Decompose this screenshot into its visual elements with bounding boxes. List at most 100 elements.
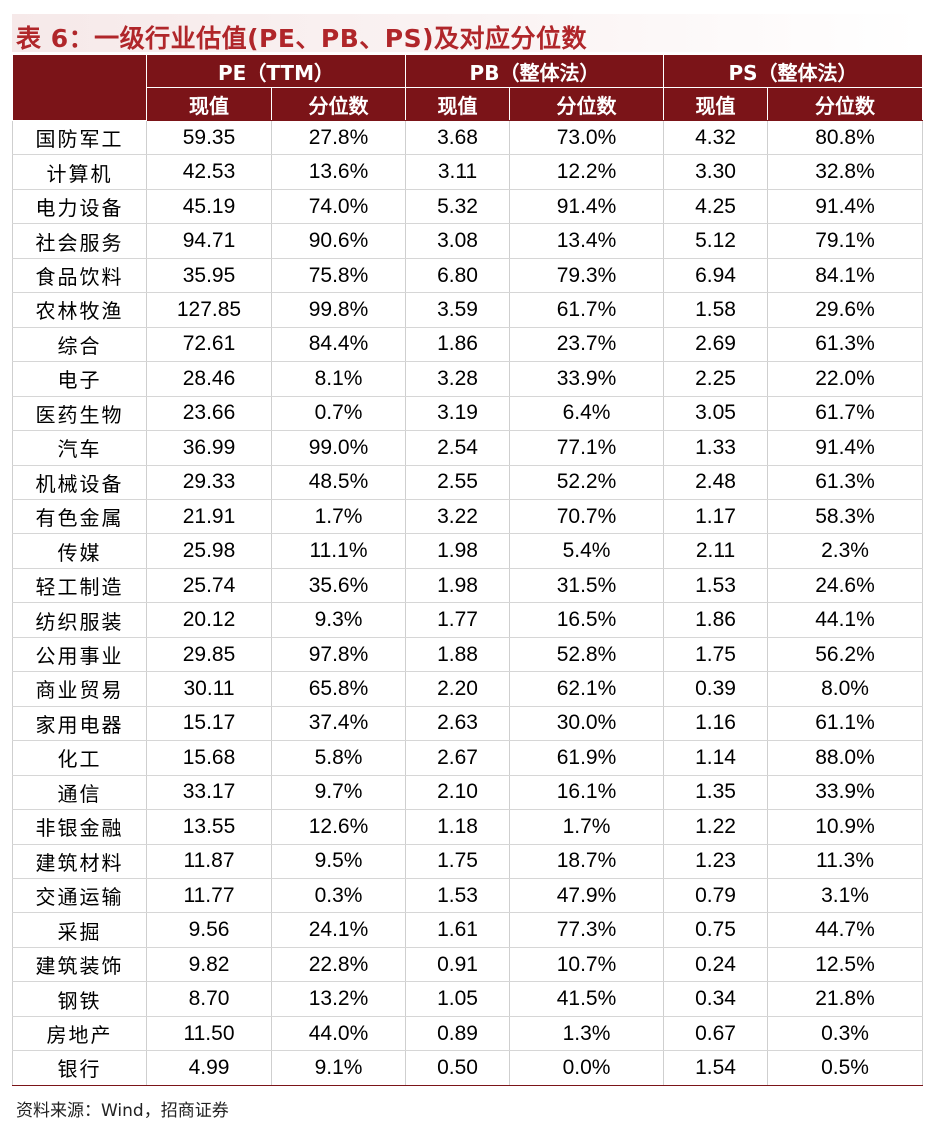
pb-percentile-cell: 47.9% — [509, 878, 664, 914]
pb-value-cell: 1.98 — [405, 533, 510, 569]
pe-value-cell: 59.35 — [146, 120, 272, 156]
pe-value-cell: 25.98 — [146, 533, 272, 569]
header-industry — [12, 55, 147, 121]
pe-percentile-cell: 22.8% — [271, 947, 406, 983]
ps-percentile-cell: 22.0% — [767, 361, 923, 397]
table-row: 建筑装饰 9.82 22.8% 0.91 10.7% 0.24 12.5% — [12, 947, 923, 983]
ps-percentile-cell: 0.3% — [767, 1016, 923, 1052]
ps-percentile-cell: 8.0% — [767, 671, 923, 707]
pe-value-cell: 11.87 — [146, 844, 272, 879]
pb-percentile-cell: 30.0% — [509, 706, 664, 742]
header-ps-group: PS（整体法） — [663, 55, 923, 88]
table-row: 计算机 42.53 13.6% 3.11 12.2% 3.30 32.8% — [12, 154, 923, 190]
pb-percentile-cell: 13.4% — [509, 223, 664, 259]
table-row: 家用电器 15.17 37.4% 2.63 30.0% 1.16 61.1% — [12, 706, 923, 742]
pe-percentile-cell: 48.5% — [271, 465, 406, 500]
pe-percentile-cell: 9.3% — [271, 602, 406, 638]
pb-percentile-cell: 1.7% — [509, 809, 664, 845]
industry-cell: 食品饮料 — [12, 258, 147, 294]
pb-percentile-cell: 62.1% — [509, 671, 664, 707]
ps-value-cell: 1.33 — [663, 430, 768, 466]
ps-percentile-cell: 21.8% — [767, 981, 923, 1017]
table-row: 纺织服装 20.12 9.3% 1.77 16.5% 1.86 44.1% — [12, 602, 923, 638]
ps-value-cell: 0.75 — [663, 912, 768, 948]
valuation-table: PE（TTM） PB（整体法） PS（整体法） 现值 分位数 现值 分位数 现值… — [12, 55, 923, 1086]
table-row: 传媒 25.98 11.1% 1.98 5.4% 2.11 2.3% — [12, 533, 923, 569]
industry-cell: 采掘 — [12, 912, 147, 948]
pb-value-cell: 1.86 — [405, 327, 510, 363]
header-pb-value: 现值 — [405, 87, 510, 121]
pe-percentile-cell: 97.8% — [271, 637, 406, 673]
industry-cell: 建筑材料 — [12, 844, 147, 879]
pe-value-cell: 94.71 — [146, 223, 272, 259]
pe-percentile-cell: 99.8% — [271, 292, 406, 328]
ps-value-cell: 1.22 — [663, 809, 768, 845]
pb-percentile-cell: 23.7% — [509, 327, 664, 363]
pb-value-cell: 3.59 — [405, 292, 510, 328]
table-row: 非银金融 13.55 12.6% 1.18 1.7% 1.22 10.9% — [12, 809, 923, 845]
industry-cell: 传媒 — [12, 533, 147, 569]
industry-cell: 交通运输 — [12, 878, 147, 914]
pe-percentile-cell: 12.6% — [271, 809, 406, 845]
pb-percentile-cell: 31.5% — [509, 568, 664, 604]
pe-value-cell: 29.33 — [146, 465, 272, 500]
industry-cell: 汽车 — [12, 430, 147, 466]
header-group-row: PE（TTM） PB（整体法） PS（整体法） — [12, 55, 923, 121]
pb-value-cell: 0.91 — [405, 947, 510, 983]
table-row: 化工 15.68 5.8% 2.67 61.9% 1.14 88.0% — [12, 740, 923, 776]
ps-percentile-cell: 79.1% — [767, 223, 923, 259]
pe-percentile-cell: 35.6% — [271, 568, 406, 604]
ps-percentile-cell: 32.8% — [767, 154, 923, 190]
ps-percentile-cell: 2.3% — [767, 533, 923, 569]
ps-percentile-cell: 61.7% — [767, 396, 923, 432]
ps-value-cell: 1.14 — [663, 740, 768, 776]
ps-value-cell: 1.17 — [663, 499, 768, 535]
industry-cell: 钢铁 — [12, 981, 147, 1017]
table-row: 综合 72.61 84.4% 1.86 23.7% 2.69 61.3% — [12, 327, 923, 363]
pb-value-cell: 1.98 — [405, 568, 510, 604]
pe-percentile-cell: 90.6% — [271, 223, 406, 259]
pb-percentile-cell: 16.5% — [509, 602, 664, 638]
pe-value-cell: 28.46 — [146, 361, 272, 397]
industry-cell: 电力设备 — [12, 189, 147, 225]
pe-value-cell: 11.50 — [146, 1016, 272, 1052]
ps-value-cell: 1.16 — [663, 706, 768, 742]
industry-cell: 商业贸易 — [12, 671, 147, 707]
pb-value-cell: 1.77 — [405, 602, 510, 638]
ps-value-cell: 3.05 — [663, 396, 768, 432]
pb-value-cell: 0.89 — [405, 1016, 510, 1052]
ps-value-cell: 4.32 — [663, 120, 768, 156]
pe-value-cell: 8.70 — [146, 981, 272, 1017]
pe-value-cell: 21.91 — [146, 499, 272, 535]
pb-percentile-cell: 79.3% — [509, 258, 664, 294]
pe-percentile-cell: 13.6% — [271, 154, 406, 190]
industry-cell: 公用事业 — [12, 637, 147, 673]
industry-cell: 纺织服装 — [12, 602, 147, 638]
pe-percentile-cell: 44.0% — [271, 1016, 406, 1052]
ps-percentile-cell: 12.5% — [767, 947, 923, 983]
pb-percentile-cell: 70.7% — [509, 499, 664, 535]
pe-percentile-cell: 0.3% — [271, 878, 406, 914]
pe-value-cell: 33.17 — [146, 775, 272, 811]
pb-value-cell: 2.63 — [405, 706, 510, 742]
pb-value-cell: 1.61 — [405, 912, 510, 948]
table-row: 汽车 36.99 99.0% 2.54 77.1% 1.33 91.4% — [12, 430, 923, 466]
pe-value-cell: 36.99 — [146, 430, 272, 466]
ps-value-cell: 0.67 — [663, 1016, 768, 1052]
pe-value-cell: 20.12 — [146, 602, 272, 638]
pe-value-cell: 11.77 — [146, 878, 272, 914]
pe-value-cell: 127.85 — [146, 292, 272, 328]
pe-percentile-cell: 5.8% — [271, 740, 406, 776]
pb-percentile-cell: 5.4% — [509, 533, 664, 569]
industry-cell: 社会服务 — [12, 223, 147, 259]
pe-percentile-cell: 74.0% — [271, 189, 406, 225]
ps-value-cell: 4.25 — [663, 189, 768, 225]
ps-percentile-cell: 61.1% — [767, 706, 923, 742]
ps-value-cell: 1.58 — [663, 292, 768, 328]
pe-percentile-cell: 1.7% — [271, 499, 406, 535]
ps-percentile-cell: 3.1% — [767, 878, 923, 914]
pb-percentile-cell: 12.2% — [509, 154, 664, 190]
industry-cell: 化工 — [12, 740, 147, 776]
pe-percentile-cell: 27.8% — [271, 120, 406, 156]
pb-value-cell: 1.18 — [405, 809, 510, 845]
